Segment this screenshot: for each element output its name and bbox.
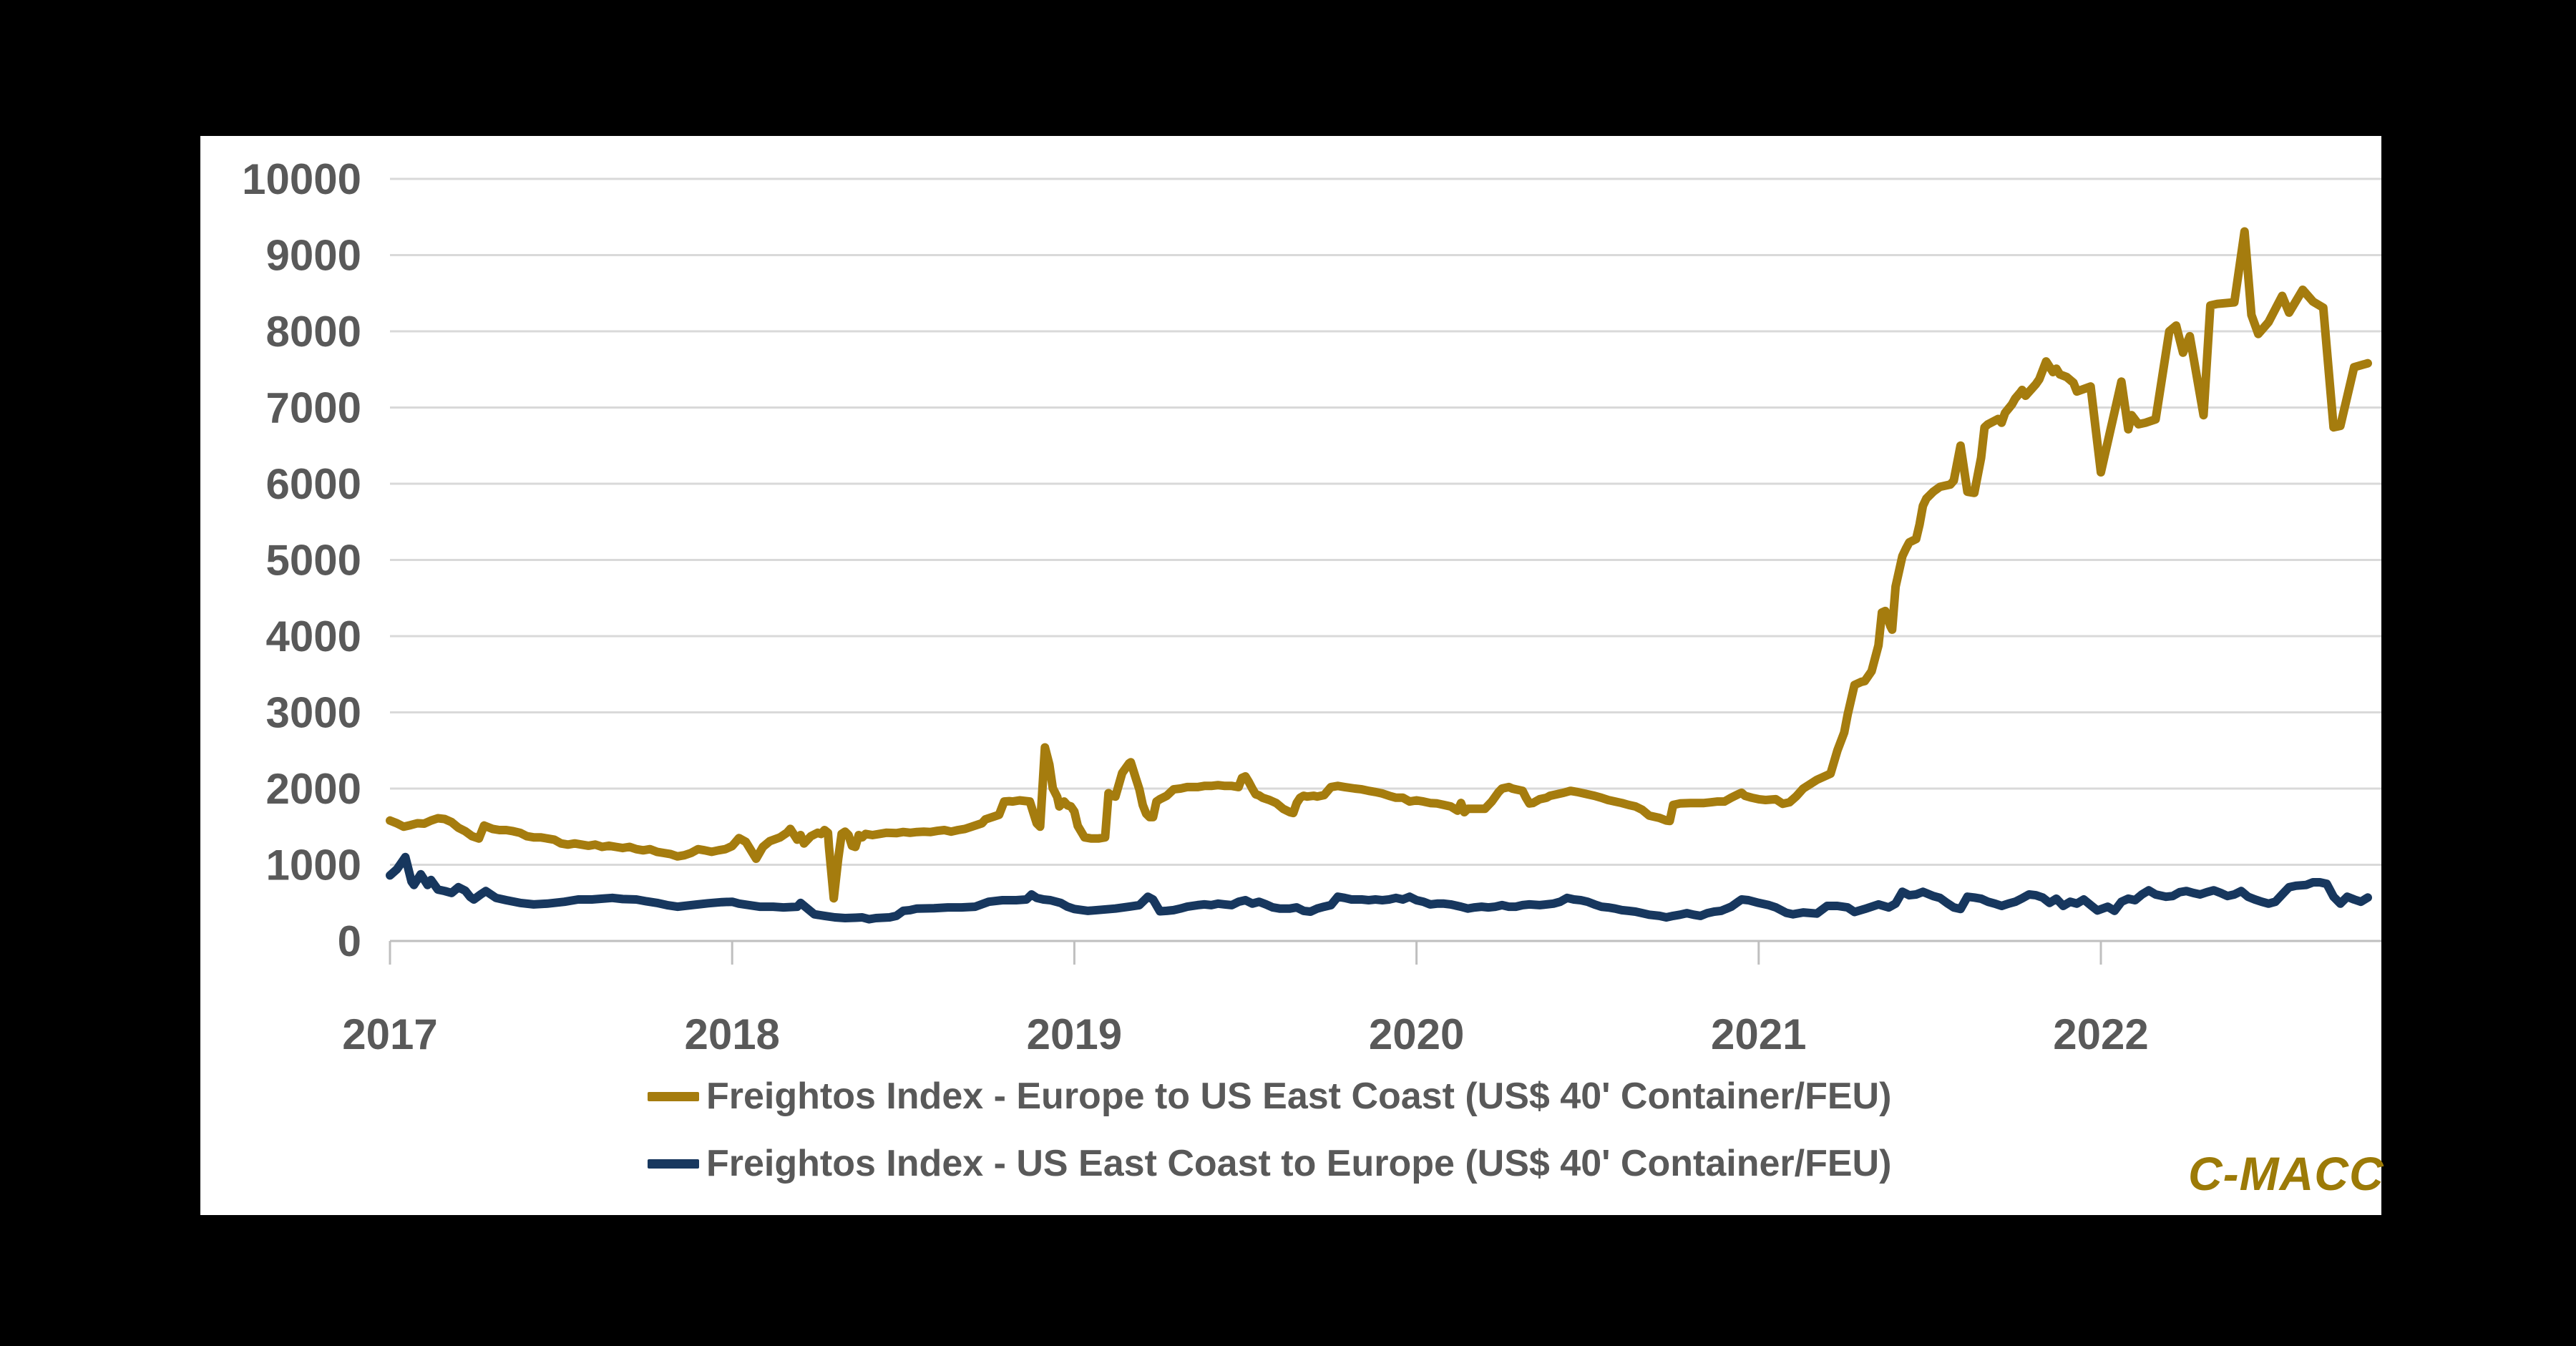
y-axis-label-4000: 4000 xyxy=(266,613,361,660)
y-axis-label-0: 0 xyxy=(338,917,361,965)
x-axis-label-2019: 2019 xyxy=(1027,1010,1122,1058)
series-line-europe-to-us-east-coast xyxy=(386,227,2372,903)
legend-marker-navy-line xyxy=(648,1159,699,1169)
cmacc-logo: C-MACC xyxy=(2188,1147,2384,1200)
y-axis-label-7000: 7000 xyxy=(266,384,361,432)
legend-marker-gold-line xyxy=(648,1091,699,1101)
x-axis-label-2017: 2017 xyxy=(342,1010,437,1058)
series-line-us-east-coast-to-europe xyxy=(386,852,2372,924)
legend-label-europe-to-us-east-coast: Freightos Index - Europe to US East Coas… xyxy=(706,1076,1892,1117)
x-axis-label-2022: 2022 xyxy=(2053,1010,2148,1058)
y-axis-label-5000: 5000 xyxy=(266,537,361,585)
x-axis-label-2020: 2020 xyxy=(1369,1010,1464,1058)
y-axis-label-3000: 3000 xyxy=(266,689,361,737)
y-axis-label-9000: 9000 xyxy=(266,232,361,280)
legend-item-us-east-coast-to-europe: Freightos Index - US East Coast to Europ… xyxy=(648,1142,1891,1185)
y-axis-label-1000: 1000 xyxy=(266,842,361,889)
legend-item-europe-to-us-east-coast: Freightos Index - Europe to US East Coas… xyxy=(648,1075,1891,1118)
x-axis-label-2018: 2018 xyxy=(684,1010,779,1058)
y-axis-label-8000: 8000 xyxy=(266,308,361,356)
x-axis-label-2021: 2021 xyxy=(1711,1010,1806,1058)
y-axis-label-6000: 6000 xyxy=(266,460,361,508)
chart-panel xyxy=(200,136,2381,1215)
y-axis-label-2000: 2000 xyxy=(266,765,361,813)
y-axis-label-10000: 10000 xyxy=(242,155,361,203)
legend-label-us-east-coast-to-europe: Freightos Index - US East Coast to Europ… xyxy=(706,1143,1892,1184)
